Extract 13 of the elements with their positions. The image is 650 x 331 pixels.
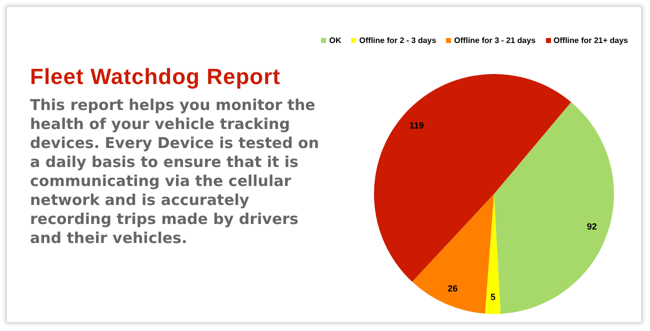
- data-label: 5: [490, 292, 496, 302]
- legend-label: Offline for 21+ days: [554, 36, 628, 45]
- data-label: 92: [586, 222, 597, 232]
- data-label: 26: [448, 284, 458, 294]
- text: Fleet Watchdog Report: [30, 64, 282, 90]
- legend-label: Offline for 2 - 3 days: [359, 36, 436, 45]
- legend-label: OK: [329, 36, 342, 45]
- pie-slice: [374, 74, 572, 282]
- pie-slice: [412, 194, 494, 314]
- legend-label: Offline for 3 - 21 days: [454, 36, 536, 45]
- pie-slice: [494, 102, 614, 314]
- text: This report helps you monitor the health of your vehicle tracking devices. Every Device is tested on a daily basis to ensure that it is communicating via the cellular network and is accurately recording trips made by drivers and their vehicles.: [30, 96, 320, 248]
- data-label: 119: [409, 120, 424, 131]
